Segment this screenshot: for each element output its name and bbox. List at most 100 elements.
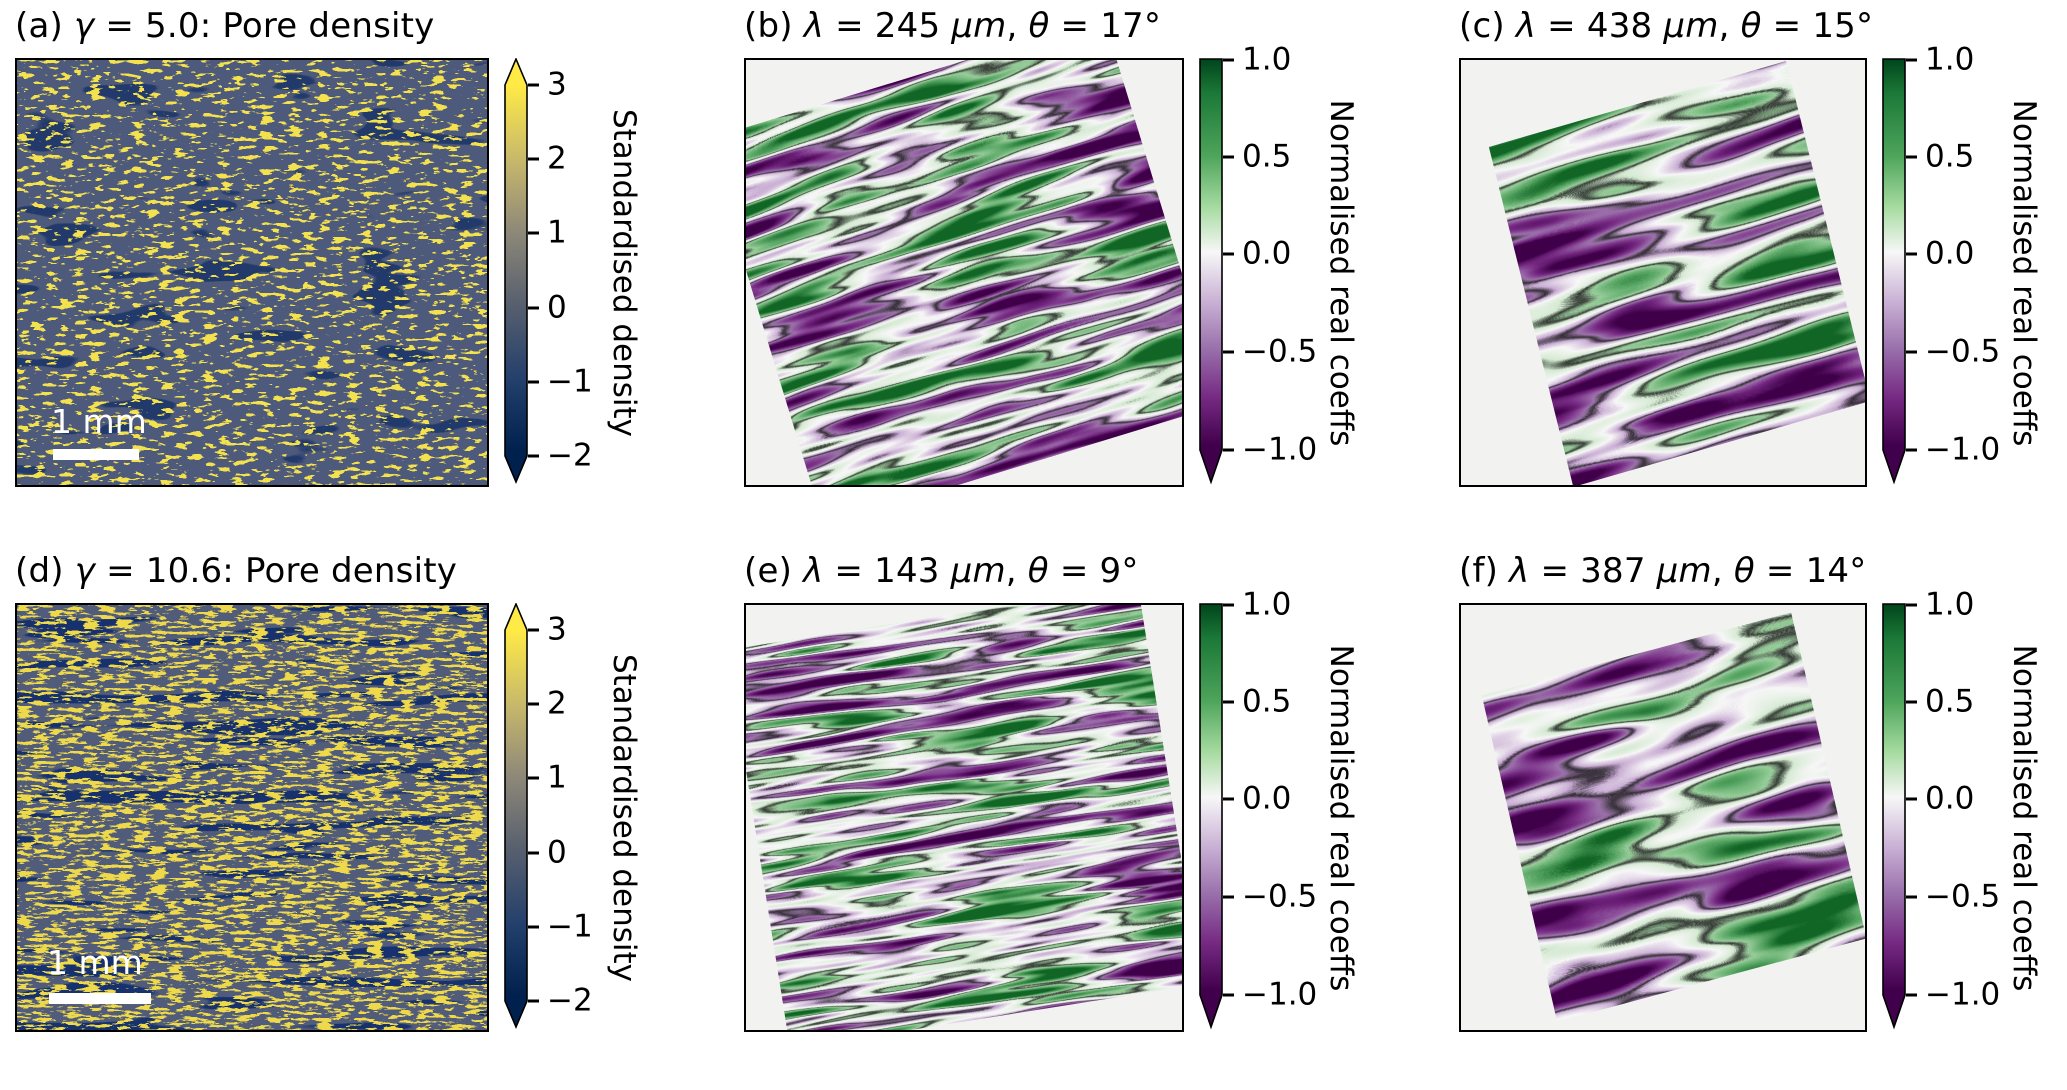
tick-label: 0.0	[1925, 235, 1975, 272]
tick-label: −2	[547, 982, 593, 1019]
pore-density-image	[17, 60, 487, 485]
equals-sign: =	[824, 6, 875, 46]
tick-label: −1.0	[1925, 976, 2001, 1013]
tick-label: −0.5	[1242, 878, 1318, 915]
colorbar-bar	[504, 603, 528, 1030]
colorbar-tick: 2	[528, 685, 567, 722]
tick-label: −1	[547, 363, 593, 400]
panel-a-content: 1 mm 3 2 1 0 −1 −2 Standardised density	[15, 58, 722, 487]
colorbar-tick: −1.0	[1223, 431, 1318, 468]
colorbar-tick: 0	[528, 289, 567, 326]
lambda-symbol: λ	[1509, 551, 1530, 591]
tick-mark	[528, 925, 539, 929]
colorbar-tick: −2	[528, 982, 593, 1019]
colorbar-tick: 1.0	[1906, 41, 1975, 78]
scale-bar-label: 1 mm	[47, 943, 143, 982]
gamma-symbol: γ	[73, 6, 95, 46]
tick-label: 0.5	[1242, 138, 1292, 175]
tick-mark	[528, 231, 539, 235]
figure-row-1: (a) γ = 5.0: Pore density 1 mm 3	[0, 0, 2067, 545]
panel-group-a: (a) γ = 5.0: Pore density 1 mm 3	[0, 0, 722, 545]
colorbar-tick: 0.0	[1906, 235, 1975, 272]
colorbar-label: Normalised real coeffs	[1323, 644, 1359, 991]
wavelet-coeff-image	[1461, 60, 1865, 485]
gamma-value: 10.6	[145, 551, 223, 591]
colorbar-bar	[1882, 58, 1906, 485]
theta-value: 14°	[1805, 551, 1867, 591]
colorbar-tick: −1	[528, 363, 593, 400]
scale-bar	[49, 993, 151, 1004]
theta-value: 9°	[1099, 551, 1139, 591]
tick-mark	[528, 999, 539, 1003]
equals-sign: =	[1529, 551, 1581, 591]
tick-mark	[1906, 603, 1917, 607]
tick-label: 0.0	[1925, 780, 1975, 817]
wavelet-map-f	[1459, 603, 1867, 1032]
colorbar-tick: 1.0	[1906, 589, 1974, 621]
tick-mark	[528, 157, 539, 161]
lambda-value: 438	[1586, 6, 1653, 46]
tick-label: −1	[547, 908, 593, 945]
tick-mark	[528, 776, 539, 780]
colorbar-tick: 2	[528, 143, 567, 175]
panel-c-title: (c) λ = 438 μm, θ = 15°	[1459, 6, 2067, 58]
wavelet-map-c	[1459, 58, 1867, 487]
panel-group-d: (d) γ = 10.6: Pore density 1 mm 3	[0, 545, 722, 1090]
panel-d-title: (d) γ = 10.6: Pore density	[15, 551, 722, 603]
panel-tag: (f)	[1459, 551, 1510, 591]
colorbar-tick: −0.5	[1906, 881, 2000, 913]
panel-tag: (c)	[1459, 6, 1516, 46]
tick-label: 0	[547, 289, 567, 326]
colorbar-tick: 0.0	[1223, 783, 1291, 815]
colorbar-tick: 0.5	[1223, 686, 1291, 718]
panel-b-content: 1.0 0.5 0.0 −0.5 −1.0 Normalised real co…	[744, 44, 1437, 487]
panel-d-content: 1 mm 3 2 1 0 −1 −2 Standardised density	[15, 603, 722, 1032]
tick-label: −1.0	[1242, 431, 1318, 468]
panel-group-b: (b) λ = 245 μm, θ = 17°	[722, 0, 1437, 545]
tick-mark	[528, 851, 539, 855]
micron-unit: μm	[1645, 551, 1712, 591]
tick-mark	[528, 83, 539, 87]
scale-bar	[53, 449, 139, 460]
wavelet-map-b	[744, 58, 1184, 487]
colorbar-label: Standardised density	[606, 653, 642, 982]
tick-label: 2	[547, 685, 567, 722]
panel-tag: (b)	[744, 6, 804, 46]
gamma-symbol: γ	[74, 551, 96, 591]
colorbar-tick: 0.0	[1223, 238, 1291, 270]
tick-label: −0.5	[1242, 333, 1318, 370]
tick-mark	[528, 306, 539, 310]
panel-tag: (d)	[15, 551, 75, 591]
tick-mark	[1906, 350, 1917, 354]
tick-label: 1.0	[1925, 41, 1975, 78]
colorbar-b: 1.0 0.5 0.0 −0.5 −1.0 Normalised real co…	[1199, 44, 1384, 487]
colorbar-bar	[1882, 603, 1906, 1030]
colorbar-f: 1.0 0.5 0.0 −0.5 −1.0 Normalised real co…	[1882, 589, 2067, 1032]
equals-sign: =	[1048, 551, 1100, 591]
micron-unit: μm	[940, 6, 1007, 46]
tick-label: −1.0	[1925, 431, 2001, 468]
equals-sign: =	[1536, 6, 1587, 46]
pore-density-image	[17, 605, 487, 1030]
tick-mark	[528, 454, 539, 458]
tick-mark	[528, 702, 539, 706]
colorbar-label: Normalised real coeffs	[2006, 99, 2042, 446]
tick-mark	[1906, 155, 1917, 159]
colorbar-tick: 3	[528, 69, 567, 101]
pore-density-map-d: 1 mm	[15, 603, 489, 1032]
tick-mark	[1906, 895, 1917, 899]
colorbar-bar	[1199, 603, 1223, 1030]
wavelet-map-e	[744, 603, 1184, 1032]
tick-mark	[1223, 700, 1234, 704]
colorbar-tick: 0.5	[1906, 686, 1974, 718]
tick-mark	[1223, 155, 1234, 159]
colorbar-tick: 3	[528, 614, 567, 646]
panel-group-f: (f) λ = 387 μm, θ = 14°	[1437, 545, 2067, 1090]
tick-label: 1	[547, 759, 567, 796]
wavelet-coeff-image	[1461, 605, 1865, 1030]
lambda-symbol: λ	[803, 6, 825, 46]
panel-e-title: (e) λ = 143 μm, θ = 9°	[744, 551, 1437, 603]
colorbar-d: 3 2 1 0 −1 −2 Standardised density	[504, 603, 689, 1032]
equals-sign: =	[1761, 6, 1813, 46]
